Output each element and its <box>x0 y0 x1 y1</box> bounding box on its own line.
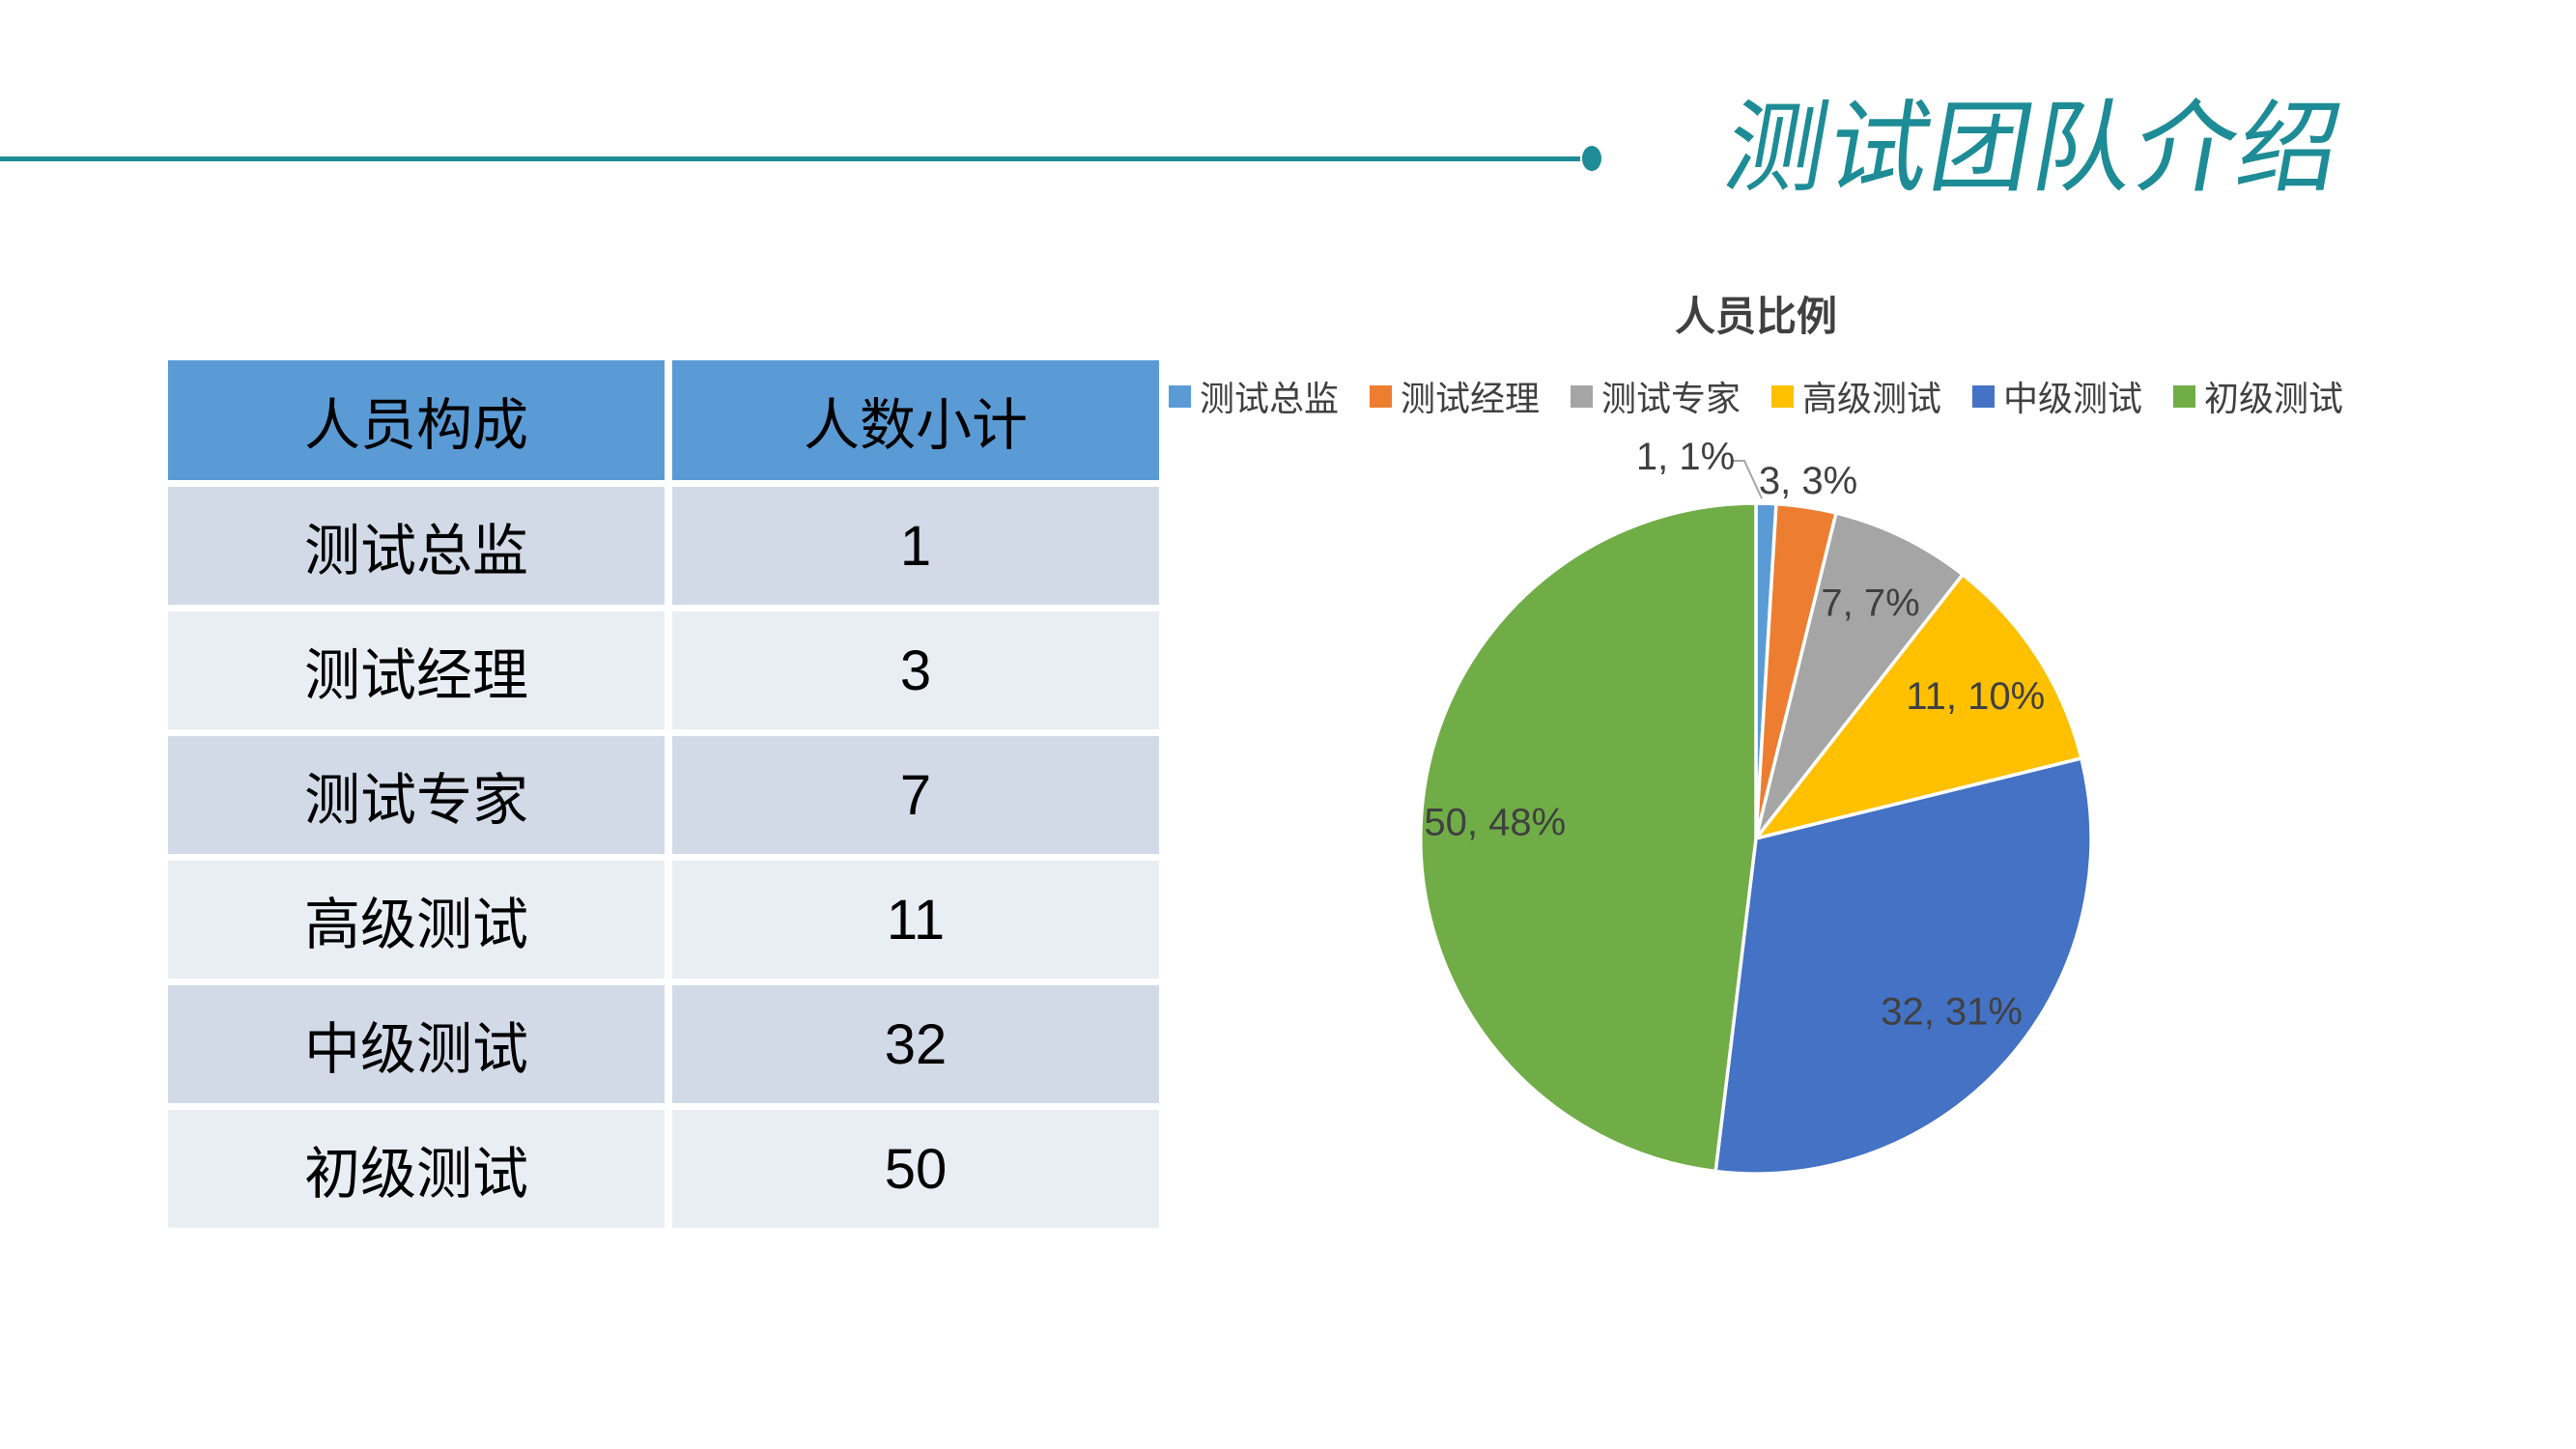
label-leader-line <box>1732 460 1763 499</box>
table-cell-label: 测试总监 <box>168 487 665 605</box>
legend-swatch-icon <box>1570 384 1593 408</box>
pie-data-label: 3, 3% <box>1759 460 1857 502</box>
legend-swatch-icon <box>1168 384 1191 408</box>
legend-swatch-icon <box>1369 384 1392 408</box>
pie-slice <box>1754 573 2083 840</box>
table-cell-label: 测试专家 <box>168 736 665 854</box>
legend-swatch-icon <box>1972 384 1996 408</box>
pie-data-label: 7, 7% <box>1821 582 1919 625</box>
chart-legend: 测试总监 测试经理 测试专家 高级测试 中级测试 初级测试 <box>1128 375 2384 418</box>
table-header-subtotal: 人数小计 <box>672 360 1159 480</box>
table-cell-count: 1 <box>672 487 1159 605</box>
legend-label: 初级测试 <box>2204 379 2344 418</box>
table-cell-label: 高级测试 <box>168 861 665 979</box>
pie-data-label: 11, 10% <box>1906 675 2045 718</box>
legend-label: 高级测试 <box>1802 379 1942 418</box>
pie-slice <box>1713 756 2093 1176</box>
pie-slice <box>1419 501 1758 1174</box>
table-cell-count: 32 <box>672 985 1159 1103</box>
legend-item: 测试总监 <box>1168 371 1339 421</box>
legend-item: 测试专家 <box>1570 371 1741 421</box>
table-cell-label: 初级测试 <box>168 1110 665 1228</box>
pie-data-label: 50, 48% <box>1424 802 1566 844</box>
legend-swatch-icon <box>2173 384 2196 408</box>
legend-label: 测试经理 <box>1400 379 1540 418</box>
table-cell-count: 50 <box>672 1110 1159 1228</box>
legend-item: 中级测试 <box>1972 371 2142 421</box>
accent-line <box>0 156 1580 161</box>
personnel-ratio-chart: 人员比例 测试总监 测试经理 测试专家 高级测试 中级测试 初级测试 1, 1% 3, 3%… <box>1128 270 2384 1294</box>
pie-data-label: 32, 31% <box>1881 991 2023 1034</box>
table-cell-count: 11 <box>672 861 1159 979</box>
table-cell-count: 3 <box>672 611 1159 729</box>
table-cell-label: 测试经理 <box>168 611 665 729</box>
legend-label: 测试专家 <box>1600 379 1741 418</box>
table-cell-count: 7 <box>672 736 1159 854</box>
legend-item: 测试经理 <box>1369 371 1540 421</box>
pie-data-label: 1, 1% <box>1636 436 1735 478</box>
table-cell-label: 中级测试 <box>168 985 665 1103</box>
legend-item: 初级测试 <box>2173 371 2343 421</box>
accent-dot <box>1582 146 1601 171</box>
legend-swatch-icon <box>1771 384 1794 408</box>
pie-chart: 1, 1% 3, 3% 7, 7% 11, 10% 32, 31% 50, 48% <box>1419 436 2093 1176</box>
chart-title: 人员比例 <box>1674 294 1837 339</box>
table-header-composition: 人员构成 <box>168 360 665 480</box>
legend-item: 高级测试 <box>1771 371 1941 421</box>
legend-label: 中级测试 <box>2003 379 2143 418</box>
page-title: 测试团队介绍 <box>1716 93 2352 205</box>
pie-slice <box>1754 511 1965 840</box>
personnel-table: 人员构成 人数小计 测试总监 1 测试经理 3 测试专家 7 高级测试 11 中级测试 32 初级测… <box>168 360 1159 1228</box>
legend-label: 测试总监 <box>1199 379 1339 418</box>
